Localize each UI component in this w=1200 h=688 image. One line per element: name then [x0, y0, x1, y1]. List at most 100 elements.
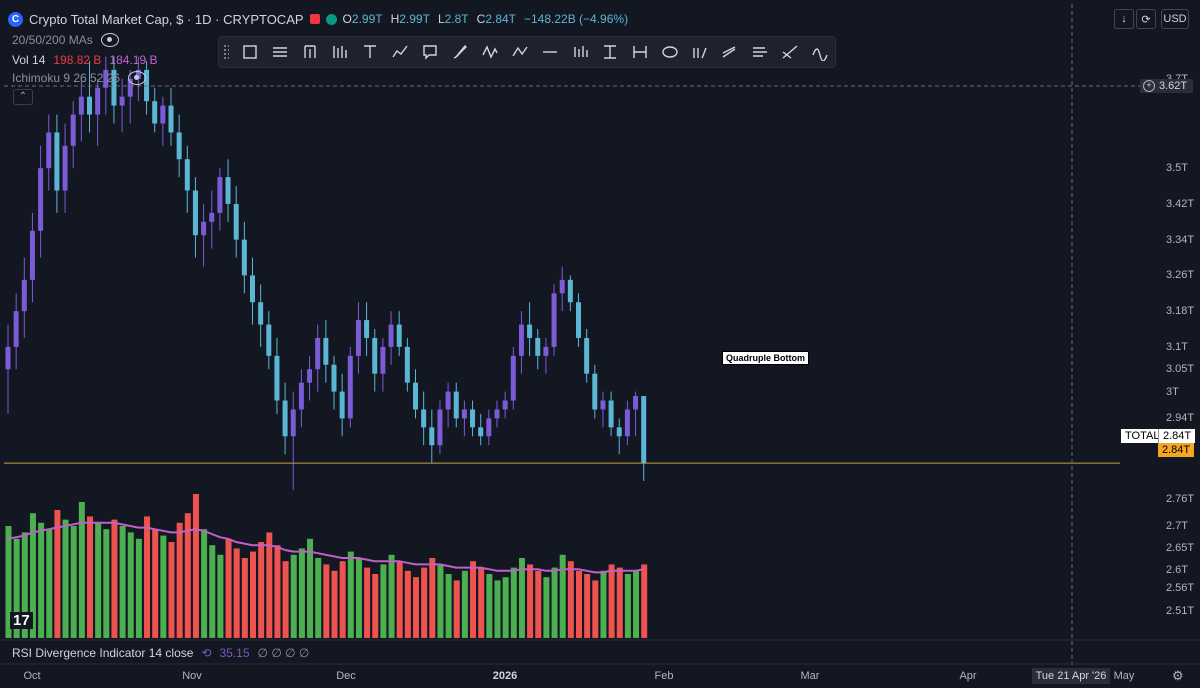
rsi-label: RSI Divergence Indicator 14 close — [12, 646, 194, 660]
vol-indicator[interactable]: Vol 14 198.82 B 184.19 B — [12, 53, 157, 67]
candle-body — [404, 346, 410, 383]
long-position-icon[interactable] — [565, 39, 595, 65]
candle — [87, 60, 92, 133]
candle — [502, 391, 508, 419]
drawing-toolbar — [218, 36, 836, 68]
volume-bar — [323, 564, 330, 638]
eye-icon[interactable] — [100, 33, 119, 47]
candle — [445, 382, 451, 428]
candle — [470, 400, 476, 437]
volume-bar — [95, 522, 102, 638]
candle — [209, 190, 215, 249]
candle-body — [5, 346, 11, 370]
curve-icon[interactable] — [805, 39, 835, 65]
ichimoku-indicator[interactable]: Ichimoku 9 26 52 26 — [12, 71, 147, 85]
volume-bar — [641, 564, 648, 638]
pitchfork-icon[interactable] — [295, 39, 325, 65]
volume-bar — [168, 542, 175, 638]
candle-body — [331, 364, 337, 392]
price-tick-label: 3.1T — [1166, 340, 1189, 353]
volume-bar — [87, 516, 93, 638]
candle-body — [307, 369, 313, 383]
candle-body — [453, 391, 459, 419]
candle-body — [543, 346, 549, 356]
gann-icon[interactable] — [775, 39, 805, 65]
chart-title[interactable]: Crypto Total Market Cap, $ · 1D · CRYPTO… — [29, 11, 304, 27]
crypto-logo-icon: C — [8, 11, 23, 27]
trend-angle-icon[interactable] — [715, 39, 745, 65]
volume-bar — [282, 561, 289, 638]
rsi-null-values: ∅ ∅ ∅ ∅ — [257, 646, 310, 660]
brush-icon[interactable] — [445, 39, 475, 65]
candle — [241, 221, 247, 294]
candle-body — [584, 337, 590, 374]
line-icon[interactable] — [535, 39, 565, 65]
tradingview-logo[interactable]: 17 — [10, 612, 33, 629]
ellipse-icon[interactable] — [655, 39, 685, 65]
candle — [168, 87, 174, 146]
volume-bar — [584, 574, 591, 638]
candle — [421, 391, 427, 446]
date-range-icon[interactable] — [625, 39, 655, 65]
candle — [217, 168, 223, 231]
candle-body — [250, 275, 255, 303]
drag-handle[interactable] — [223, 44, 229, 60]
volume-ma-line — [7, 521, 644, 574]
candle — [413, 369, 418, 419]
abcd-icon[interactable] — [505, 39, 535, 65]
volume-bar — [461, 570, 468, 638]
candle — [78, 78, 84, 142]
ma-indicator[interactable]: 20/50/200 MAs — [12, 33, 119, 47]
eye-icon[interactable] — [128, 71, 147, 85]
measure-icon[interactable] — [595, 39, 625, 65]
rectangle-icon[interactable] — [235, 39, 265, 65]
collapse-legend-button[interactable]: ⌃ — [13, 89, 33, 105]
close-label: C — [476, 12, 486, 26]
rsi-indicator[interactable]: RSI Divergence Indicator 14 close ⟲ 35.1… — [12, 646, 309, 660]
candle-body — [624, 409, 630, 437]
time-tick-label: Mar — [800, 670, 820, 682]
price-tick-label: 3.5T — [1166, 162, 1189, 175]
arc-icon[interactable] — [685, 39, 715, 65]
candle — [372, 329, 378, 392]
refresh-button[interactable]: ⟳ — [1136, 9, 1156, 29]
candle — [388, 311, 394, 365]
candle-body — [592, 373, 598, 410]
pattern-icon[interactable] — [475, 39, 505, 65]
candle — [192, 177, 198, 258]
price-tick-label: 2.7T — [1166, 519, 1189, 532]
candle — [46, 114, 52, 191]
volume-bar — [404, 570, 411, 638]
currency-select[interactable]: USD — [1161, 9, 1189, 29]
callout-icon[interactable] — [415, 39, 445, 65]
volume-bar — [518, 558, 525, 638]
candle-body — [315, 337, 321, 370]
price-tick-label: 3.18T — [1166, 305, 1195, 318]
candle — [119, 78, 125, 133]
ma-label: 20/50/200 MAs — [12, 33, 93, 47]
volume-bar — [600, 570, 607, 638]
fib-icon[interactable] — [325, 39, 355, 65]
download-button[interactable]: ↓ — [1114, 9, 1134, 29]
volume-bar — [429, 558, 436, 638]
path-icon[interactable] — [385, 39, 415, 65]
regression-icon[interactable] — [745, 39, 775, 65]
text-icon[interactable] — [355, 39, 385, 65]
parallel-lines-icon[interactable] — [265, 39, 295, 65]
volume-bar — [453, 580, 460, 638]
candle — [29, 212, 35, 303]
candle-body — [160, 105, 166, 124]
last-price-tag: 2.84T — [1158, 429, 1196, 443]
gear-icon[interactable]: ⚙ — [1172, 668, 1184, 683]
volume-bar — [535, 570, 542, 638]
plus-icon[interactable]: + — [1143, 80, 1155, 92]
candle-body — [478, 427, 484, 437]
candle — [576, 293, 581, 347]
candle-body — [274, 355, 280, 401]
candle — [633, 391, 639, 437]
volume-bar — [46, 529, 53, 638]
quadruple-bottom-label[interactable]: Quadruple Bottom — [722, 351, 809, 365]
candle — [111, 56, 117, 124]
candle — [298, 369, 304, 428]
